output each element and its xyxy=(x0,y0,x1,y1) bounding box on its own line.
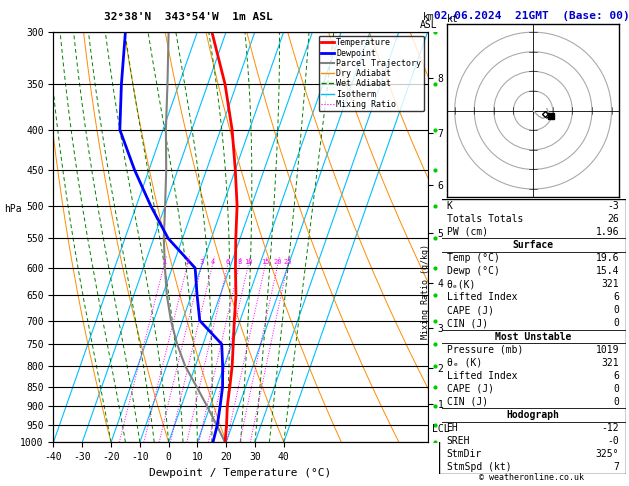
Text: θₑ (K): θₑ (K) xyxy=(447,358,482,368)
Text: 0: 0 xyxy=(613,397,619,407)
Text: θₑ(K): θₑ(K) xyxy=(447,279,476,289)
Text: Surface: Surface xyxy=(512,240,554,250)
Text: Lifted Index: Lifted Index xyxy=(447,371,517,381)
Text: 1.96: 1.96 xyxy=(596,227,619,237)
Text: 19.6: 19.6 xyxy=(596,253,619,263)
Text: Hodograph: Hodograph xyxy=(506,410,559,420)
Text: 0: 0 xyxy=(613,305,619,315)
Text: -12: -12 xyxy=(601,423,619,433)
Text: SREH: SREH xyxy=(447,436,470,446)
Text: 25: 25 xyxy=(283,259,292,265)
Text: 6: 6 xyxy=(613,292,619,302)
X-axis label: Dewpoint / Temperature (°C): Dewpoint / Temperature (°C) xyxy=(150,468,331,478)
Text: 4: 4 xyxy=(210,259,214,265)
Text: km: km xyxy=(423,12,434,22)
Text: 0: 0 xyxy=(613,318,619,329)
Text: -3: -3 xyxy=(607,201,619,211)
Text: 8: 8 xyxy=(237,259,242,265)
Text: 02.06.2024  21GMT  (Base: 00): 02.06.2024 21GMT (Base: 00) xyxy=(433,11,629,20)
Text: CAPE (J): CAPE (J) xyxy=(447,384,494,394)
Text: PW (cm): PW (cm) xyxy=(447,227,487,237)
Text: kt: kt xyxy=(447,14,459,23)
Text: Most Unstable: Most Unstable xyxy=(494,331,571,342)
Text: 6: 6 xyxy=(613,371,619,381)
Text: 26: 26 xyxy=(607,214,619,224)
Text: CIN (J): CIN (J) xyxy=(447,397,487,407)
Text: ASL: ASL xyxy=(420,20,437,30)
Text: © weatheronline.co.uk: © weatheronline.co.uk xyxy=(479,473,584,482)
Text: EH: EH xyxy=(447,423,459,433)
Text: 325°: 325° xyxy=(596,449,619,459)
Text: 321: 321 xyxy=(601,358,619,368)
Text: 2: 2 xyxy=(185,259,189,265)
Text: 7: 7 xyxy=(613,462,619,472)
Text: -0: -0 xyxy=(607,436,619,446)
Text: Dewp (°C): Dewp (°C) xyxy=(447,266,499,276)
Text: Temp (°C): Temp (°C) xyxy=(447,253,499,263)
Text: 3: 3 xyxy=(199,259,204,265)
Text: 0: 0 xyxy=(613,384,619,394)
Text: StmSpd (kt): StmSpd (kt) xyxy=(447,462,511,472)
Text: CAPE (J): CAPE (J) xyxy=(447,305,494,315)
Text: CIN (J): CIN (J) xyxy=(447,318,487,329)
Legend: Temperature, Dewpoint, Parcel Trajectory, Dry Adiabat, Wet Adiabat, Isotherm, Mi: Temperature, Dewpoint, Parcel Trajectory… xyxy=(318,36,423,111)
Text: Pressure (mb): Pressure (mb) xyxy=(447,345,523,355)
Text: K: K xyxy=(447,201,452,211)
Text: Mixing Ratio (g/kg): Mixing Ratio (g/kg) xyxy=(421,244,430,339)
Text: 10: 10 xyxy=(244,259,252,265)
Text: 15: 15 xyxy=(261,259,269,265)
Text: Lifted Index: Lifted Index xyxy=(447,292,517,302)
Text: LCL: LCL xyxy=(432,424,450,434)
Text: hPa: hPa xyxy=(4,204,21,214)
Text: 6: 6 xyxy=(226,259,230,265)
Text: 20: 20 xyxy=(274,259,282,265)
Text: 321: 321 xyxy=(601,279,619,289)
Text: 15.4: 15.4 xyxy=(596,266,619,276)
Text: 1019: 1019 xyxy=(596,345,619,355)
Text: 32°38'N  343°54'W  1m ASL: 32°38'N 343°54'W 1m ASL xyxy=(104,12,273,22)
Text: Totals Totals: Totals Totals xyxy=(447,214,523,224)
Text: 1: 1 xyxy=(162,259,166,265)
Text: StmDir: StmDir xyxy=(447,449,482,459)
